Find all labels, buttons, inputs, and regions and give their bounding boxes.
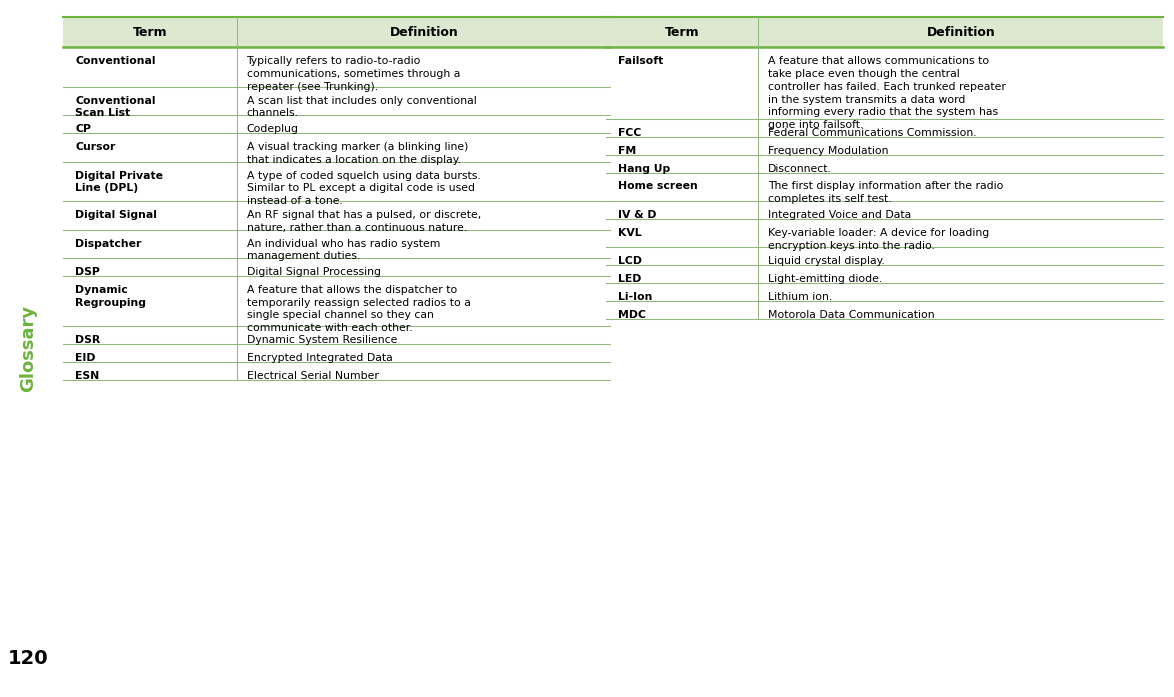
Bar (63, 47, 610, 87)
Text: Definition: Definition (390, 26, 458, 39)
Text: LCD: LCD (618, 256, 641, 266)
Text: Term: Term (664, 26, 700, 39)
Text: Liquid crystal display.: Liquid crystal display. (768, 256, 885, 266)
Bar (63, 326, 610, 344)
Bar (63, 362, 610, 380)
Text: Key-variable loader: A device for loading
encryption keys into the radio.: Key-variable loader: A device for loadin… (768, 228, 989, 250)
Text: Conventional: Conventional (75, 56, 156, 66)
Text: A feature that allows communications to
take place even though the central
contr: A feature that allows communications to … (768, 56, 1006, 130)
Text: Dynamic
Regrouping: Dynamic Regrouping (75, 285, 146, 307)
Bar (63, 87, 610, 115)
Text: Motorola Data Communication: Motorola Data Communication (768, 309, 935, 320)
Bar (63, 17, 610, 47)
Text: MDC: MDC (618, 309, 646, 320)
Text: Dynamic System Resilience: Dynamic System Resilience (247, 335, 397, 345)
Text: Encrypted Integrated Data: Encrypted Integrated Data (247, 353, 392, 363)
Bar (63, 276, 610, 326)
Text: An individual who has radio system
management duties.: An individual who has radio system manag… (247, 238, 440, 261)
Text: Dispatcher: Dispatcher (75, 238, 142, 249)
Bar (63, 230, 610, 259)
Text: FM: FM (618, 146, 636, 156)
Text: Electrical Serial Number: Electrical Serial Number (247, 371, 378, 381)
Text: Failsoft: Failsoft (618, 56, 663, 66)
Bar (606, 119, 1163, 137)
Text: Digital Private
Line (DPL): Digital Private Line (DPL) (75, 171, 163, 193)
Text: Definition: Definition (926, 26, 996, 39)
Bar (63, 162, 610, 201)
Text: LED: LED (618, 274, 641, 284)
Text: FCC: FCC (618, 128, 641, 138)
Text: A type of coded squelch using data bursts.
Similar to PL except a digital code i: A type of coded squelch using data burst… (247, 171, 480, 206)
Text: Integrated Voice and Data: Integrated Voice and Data (768, 210, 911, 220)
Bar (606, 219, 1163, 247)
Text: Codeplug: Codeplug (247, 124, 298, 135)
Text: Li-Ion: Li-Ion (618, 292, 652, 302)
Text: A scan list that includes only conventional
channels.: A scan list that includes only conventio… (247, 95, 477, 118)
Text: Disconnect.: Disconnect. (768, 164, 831, 174)
Text: The first display information after the radio
completes its self test.: The first display information after the … (768, 181, 1003, 204)
Bar (606, 155, 1163, 172)
Bar (63, 259, 610, 276)
Text: Digital Signal: Digital Signal (75, 210, 157, 220)
Text: KVL: KVL (618, 228, 641, 238)
Text: Typically refers to radio-to-radio
communications, sometimes through a
repeater : Typically refers to radio-to-radio commu… (247, 56, 460, 92)
Text: ESN: ESN (75, 371, 100, 381)
Text: CP: CP (75, 124, 92, 135)
Text: Lithium ion.: Lithium ion. (768, 292, 832, 302)
Bar (63, 133, 610, 162)
Text: A visual tracking marker (a blinking line)
that indicates a location on the disp: A visual tracking marker (a blinking lin… (247, 142, 468, 164)
Text: IV & D: IV & D (618, 210, 656, 220)
Bar (606, 172, 1163, 201)
Text: DSP: DSP (75, 267, 100, 277)
Text: A feature that allows the dispatcher to
temporarily reassign selected radios to : A feature that allows the dispatcher to … (247, 285, 471, 333)
Text: Cursor: Cursor (75, 142, 115, 152)
Bar (606, 265, 1163, 283)
Text: Conventional
Scan List: Conventional Scan List (75, 95, 156, 118)
Text: Frequency Modulation: Frequency Modulation (768, 146, 889, 156)
Text: Home screen: Home screen (618, 181, 697, 192)
Text: 120: 120 (8, 649, 48, 668)
Text: Digital Signal Processing: Digital Signal Processing (247, 267, 380, 277)
Bar (63, 201, 610, 230)
Text: An RF signal that has a pulsed, or discrete,
nature, rather than a continuous na: An RF signal that has a pulsed, or discr… (247, 210, 481, 233)
Bar (63, 115, 610, 133)
Text: Federal Communications Commission.: Federal Communications Commission. (768, 128, 977, 138)
Bar (606, 137, 1163, 155)
Bar (606, 300, 1163, 319)
Bar (606, 201, 1163, 219)
Text: Hang Up: Hang Up (618, 164, 670, 174)
Bar (63, 344, 610, 362)
Text: Glossary: Glossary (19, 305, 38, 392)
Text: DSR: DSR (75, 335, 101, 345)
Text: Term: Term (133, 26, 168, 39)
Bar (606, 247, 1163, 265)
Text: Light-emitting diode.: Light-emitting diode. (768, 274, 882, 284)
Text: EID: EID (75, 353, 95, 363)
Bar (606, 283, 1163, 300)
Bar (606, 47, 1163, 119)
Bar (606, 17, 1163, 47)
